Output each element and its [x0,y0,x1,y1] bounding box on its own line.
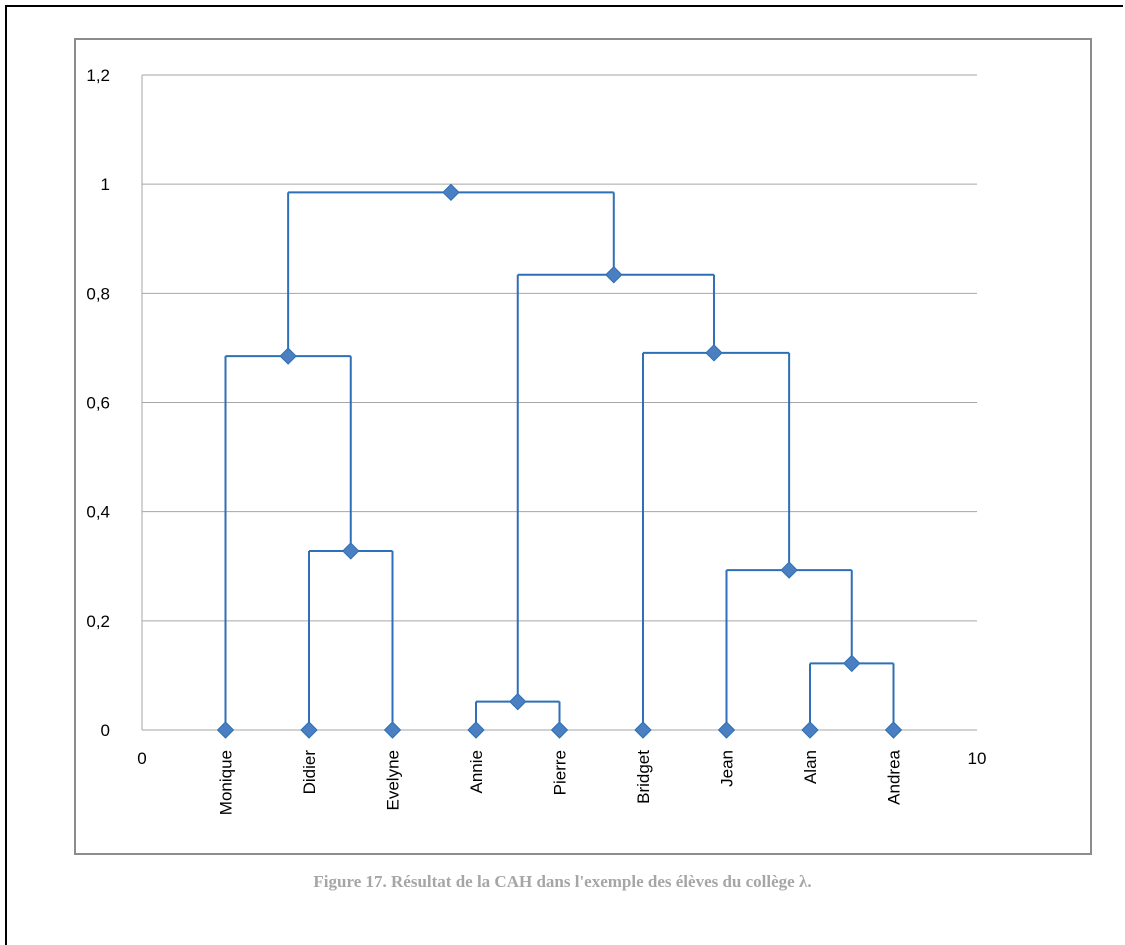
page-frame [5,5,1123,945]
diamond-marker [383,721,402,739]
leaf-label-alan: Alan [801,750,820,784]
diamond-marker [300,721,318,739]
dendrogram-links [224,191,895,730]
diamond-marker [442,183,460,202]
leaf-label-evelyne: Evelyne [384,750,403,810]
figure-caption: Figure 17. Résultat de la CAH dans l'exe… [313,872,812,891]
diamond-marker [717,721,736,739]
diamond-marker [780,561,798,579]
gridlines [142,74,977,622]
leaf-label-didier: Didier [300,750,319,795]
diamond-marker [801,721,819,739]
diamond-marker [509,692,527,711]
x-tick-label: 10 [968,749,987,768]
leaf-label-annie: Annie [467,750,486,793]
leaf-label-pierre: Pierre [551,750,570,795]
y-tick-label: 1,2 [86,66,110,85]
diamond-marker [705,344,723,362]
diamond-marker [634,721,652,739]
y-tick-label: 0,4 [86,503,110,522]
chart-area: 0 0,2 0,4 0,6 0,8 1 1,2 0 10 Monique Didier Evelyne… [74,38,1092,855]
diamond-marker [605,266,623,284]
leaf-label-jean: Jean [718,750,737,787]
y-tick-label: 0,8 [86,284,110,303]
diamond-marker [550,721,569,739]
x-tick-label: 0 [137,749,146,768]
leaf-label-andrea: Andrea [885,749,904,804]
leaf-label-bridget: Bridget [634,750,653,804]
diamond-marker [467,721,485,739]
diamond-marker [279,347,297,365]
leaf-label-monique: Monique [217,750,236,815]
y-tick-label: 0 [101,721,110,740]
diamond-marker [342,542,360,560]
dendrogram-chart: 0 0,2 0,4 0,6 0,8 1 1,2 0 10 Monique Didier Evelyne… [86,66,986,815]
y-tick-label: 0,2 [86,612,110,631]
y-tick-label: 1 [101,175,110,194]
diamond-marker [843,654,861,673]
y-tick-label: 0,6 [86,394,110,413]
diamond-marker [216,721,235,739]
diamond-marker [884,721,903,739]
tick-labels: 0 0,2 0,4 0,6 0,8 1 1,2 0 10 Monique Didier Evelyne… [86,66,986,815]
dendrogram-nodes [216,183,903,739]
